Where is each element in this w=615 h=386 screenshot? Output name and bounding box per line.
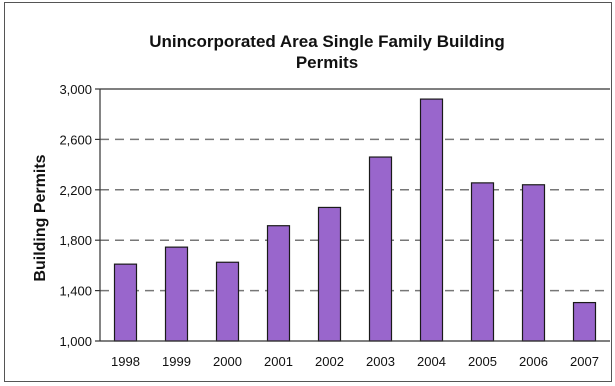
x-tick-label: 2000	[213, 354, 242, 369]
y-tick-label: 1,000	[59, 334, 92, 349]
x-tick-label: 2001	[264, 354, 293, 369]
x-tick-label: 2005	[468, 354, 497, 369]
bar-2001	[266, 225, 291, 342]
bar-2005	[470, 182, 495, 342]
bar-2006	[521, 184, 546, 342]
y-tick-label: 2,200	[59, 183, 92, 198]
bar-1998	[113, 263, 138, 342]
y-axis-label: Building Permits	[32, 154, 49, 281]
y-tick-label: 2,600	[59, 132, 92, 147]
axes	[95, 88, 610, 342]
x-tick-label: 2006	[519, 354, 548, 369]
x-tick-label: 2007	[570, 354, 599, 369]
bar-2002	[317, 206, 342, 342]
bar-2004	[419, 98, 444, 342]
bar-2000	[215, 261, 240, 342]
bars	[113, 98, 597, 342]
x-tick-label: 2003	[366, 354, 395, 369]
bar-2007	[572, 301, 597, 342]
y-tick-labels: 1,000 1,400 1,800 2,200 2,600 3,000	[59, 82, 92, 349]
bar-2003	[368, 156, 393, 342]
x-tick-labels: 1998 1999 2000 2001 2002 2003 2004 2005 2006 2007	[111, 354, 599, 369]
y-tick-label: 1,800	[59, 233, 92, 248]
chart-title-line2: Permits	[296, 53, 358, 72]
y-tick-label: 3,000	[59, 82, 92, 97]
x-tick-label: 1999	[162, 354, 191, 369]
x-tick-label: 1998	[111, 354, 140, 369]
x-tick-label: 2002	[315, 354, 344, 369]
bar-1999	[164, 246, 189, 342]
y-tick-label: 1,400	[59, 284, 92, 299]
bar-chart: Unincorporated Area Single Family Buildi…	[32, 32, 610, 369]
chart-title-line1: Unincorporated Area Single Family Buildi…	[149, 32, 504, 51]
chart-frame: Unincorporated Area Single Family Buildi…	[4, 2, 612, 382]
x-tick-label: 2004	[417, 354, 446, 369]
